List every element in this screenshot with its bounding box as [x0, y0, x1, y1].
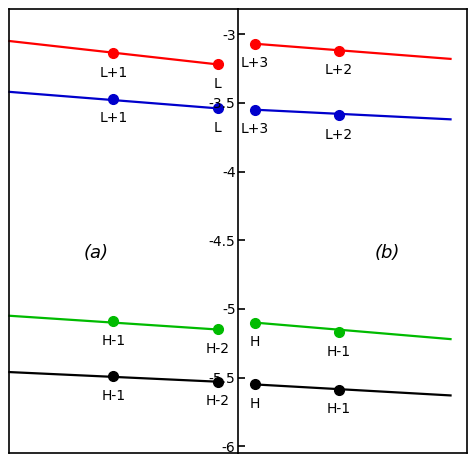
- Text: H-2: H-2: [205, 342, 229, 356]
- Text: L+3: L+3: [241, 56, 269, 70]
- Text: H: H: [250, 335, 260, 349]
- Text: H: H: [250, 397, 260, 411]
- Text: L+1: L+1: [100, 111, 127, 125]
- Text: H-1: H-1: [101, 388, 126, 403]
- Text: L+1: L+1: [100, 66, 127, 80]
- Text: H-1: H-1: [101, 334, 126, 347]
- Text: L+2: L+2: [325, 127, 353, 142]
- Text: L: L: [214, 77, 221, 91]
- Text: L+2: L+2: [325, 63, 353, 77]
- Text: H-2: H-2: [205, 394, 229, 408]
- Text: L: L: [214, 121, 221, 135]
- Text: H-1: H-1: [327, 345, 351, 359]
- Text: (b): (b): [374, 244, 400, 262]
- Text: H-1: H-1: [327, 402, 351, 416]
- Text: (a): (a): [84, 244, 109, 262]
- Text: L+3: L+3: [241, 122, 269, 136]
